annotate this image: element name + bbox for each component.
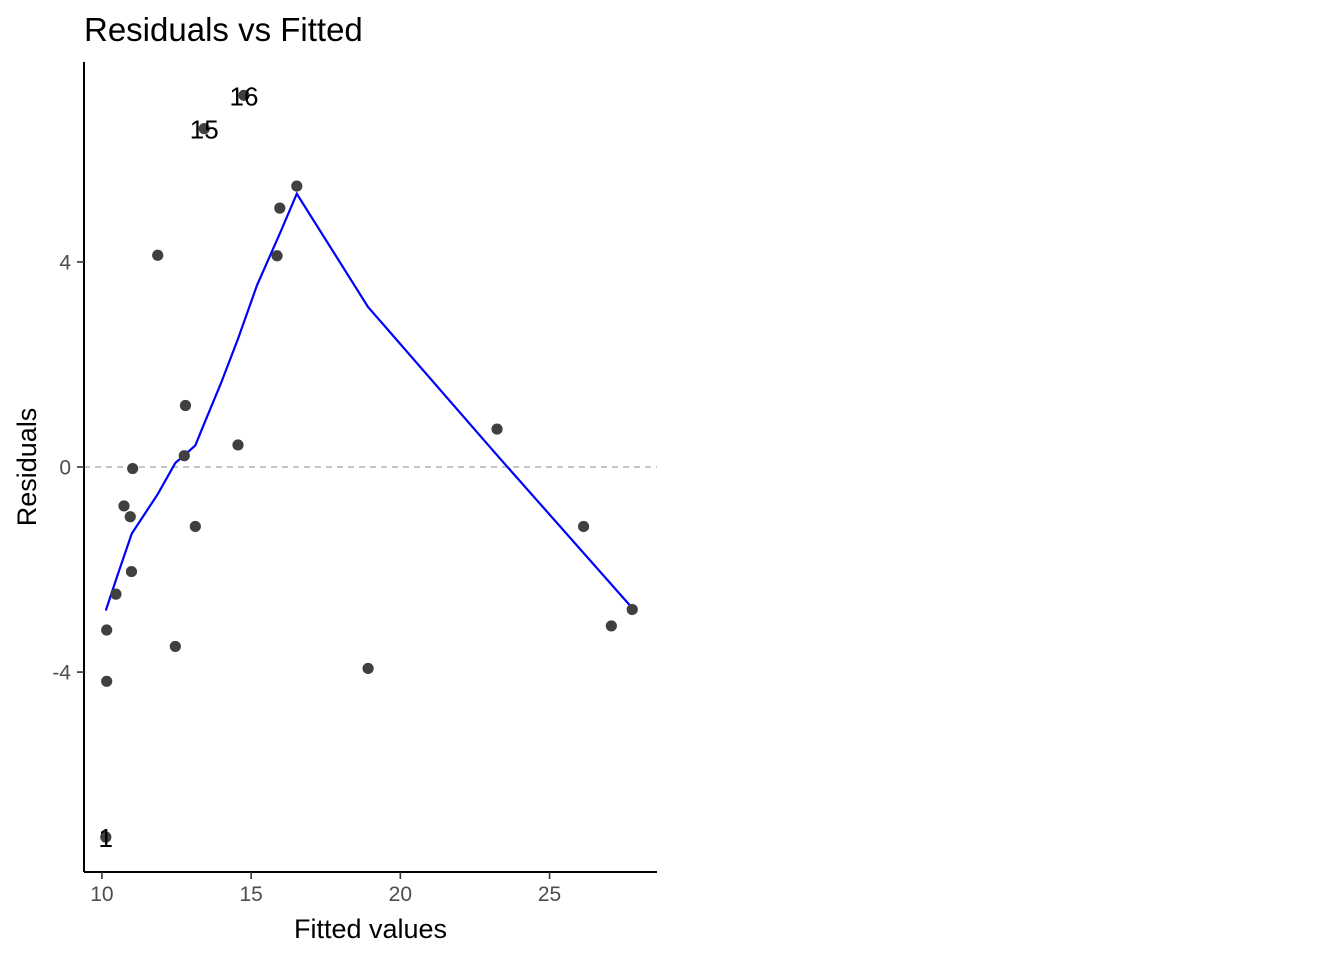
residual-point	[125, 565, 138, 578]
x-tick-label: 20	[389, 883, 412, 906]
residual-point	[127, 462, 139, 475]
point-label: 15	[190, 115, 219, 145]
x-tick-label: 15	[239, 883, 262, 906]
residual-point	[178, 450, 190, 462]
residual-point	[110, 588, 122, 600]
residual-point	[101, 624, 113, 636]
residual-point	[100, 831, 112, 843]
y-tick-label: 4	[59, 251, 71, 274]
residual-point	[232, 439, 244, 451]
loess-smooth-line	[104, 191, 634, 611]
residual-point	[605, 620, 617, 632]
residual-point	[198, 123, 210, 135]
residual-point	[291, 180, 303, 192]
residual-point	[118, 500, 130, 512]
residual-point	[179, 399, 192, 412]
residual-point	[491, 423, 503, 435]
x-tick-label: 25	[538, 883, 561, 906]
residual-point	[124, 511, 136, 523]
residual-point	[626, 603, 638, 616]
residual-point	[274, 202, 286, 214]
residual-point	[362, 662, 374, 675]
y-tick-label: -4	[52, 662, 71, 685]
residual-point	[152, 249, 164, 261]
residual-point	[271, 250, 283, 262]
residual-point	[189, 520, 201, 533]
residual-point	[577, 520, 590, 533]
chart-title: Residuals vs Fitted	[84, 11, 363, 48]
x-axis-title: Fitted values	[294, 914, 447, 944]
residual-point	[101, 675, 113, 687]
y-tick-label: 0	[59, 457, 71, 480]
residual-point	[169, 640, 181, 653]
residual-point	[238, 89, 250, 101]
point-label: 16	[230, 81, 259, 111]
y-axis-title: Residuals	[12, 408, 42, 527]
point-label: 1	[99, 823, 113, 853]
x-tick-label: 10	[90, 883, 113, 906]
plot-area: 10 15 20 25 -4 0 4 1 15 16	[52, 62, 657, 906]
